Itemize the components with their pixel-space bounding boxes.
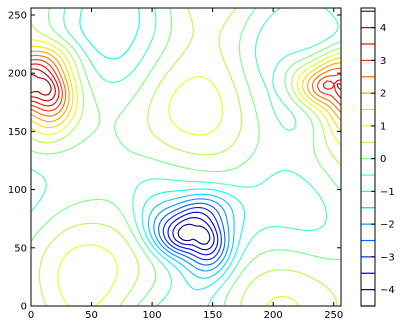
colorbar-tick-label: 4 bbox=[380, 23, 386, 34]
contour-level-6 bbox=[147, 193, 235, 279]
contour-level-2 bbox=[167, 211, 219, 256]
colorbar-tick-label: −2 bbox=[380, 220, 395, 231]
x-tick-label: 100 bbox=[143, 310, 162, 321]
y-tick-label: 50 bbox=[14, 243, 27, 254]
x-tick-label: 250 bbox=[324, 310, 343, 321]
contour-level-4 bbox=[158, 202, 226, 266]
contour-level-9 bbox=[31, 8, 341, 306]
contour-level-17 bbox=[31, 68, 341, 102]
contour-level-0 bbox=[177, 223, 211, 245]
contour-level-1 bbox=[172, 217, 215, 251]
contour-level-5 bbox=[153, 198, 230, 272]
y-tick-label: 150 bbox=[8, 127, 27, 138]
y-tick-label: 0 bbox=[21, 302, 27, 313]
contour-level-3 bbox=[162, 207, 222, 261]
contour-level-13 bbox=[31, 50, 341, 123]
y-axis: 0 50 100 150 200 250 bbox=[8, 10, 341, 313]
contour-level-14 bbox=[31, 54, 341, 117]
colorbar-tick-label: 3 bbox=[380, 56, 386, 67]
colorbar-tick-label: −1 bbox=[380, 187, 395, 198]
y-tick-label: 200 bbox=[8, 69, 27, 80]
contour-level-11 bbox=[31, 38, 341, 306]
colorbar-tick-label: 2 bbox=[380, 89, 386, 100]
colorbar: 4 3 2 1 0 −1 −2 −3 −4 bbox=[360, 7, 395, 307]
x-tick-label: 50 bbox=[85, 310, 98, 321]
colorbar-tick-label: −4 bbox=[380, 285, 395, 296]
colorbar-tick-label: −3 bbox=[380, 252, 395, 263]
colorbar-tick-label: 1 bbox=[380, 121, 386, 132]
contour-level-7 bbox=[79, 8, 246, 291]
contour-lines bbox=[31, 8, 341, 306]
contour-level-18 bbox=[31, 73, 52, 96]
x-tick-label: 200 bbox=[264, 310, 283, 321]
y-tick-label: 100 bbox=[8, 185, 27, 196]
colorbar-frame bbox=[360, 7, 376, 307]
contour-level-8 bbox=[31, 8, 339, 306]
x-tick-label: 0 bbox=[28, 310, 34, 321]
plot-frame bbox=[30, 7, 342, 307]
x-axis: 0 50 100 150 200 250 bbox=[28, 8, 343, 321]
colorbar-tick-label: 0 bbox=[380, 154, 386, 165]
y-tick-label: 250 bbox=[8, 10, 27, 21]
contour-level-10 bbox=[31, 8, 341, 306]
contour-level-15 bbox=[31, 59, 341, 112]
x-tick-label: 150 bbox=[203, 310, 222, 321]
